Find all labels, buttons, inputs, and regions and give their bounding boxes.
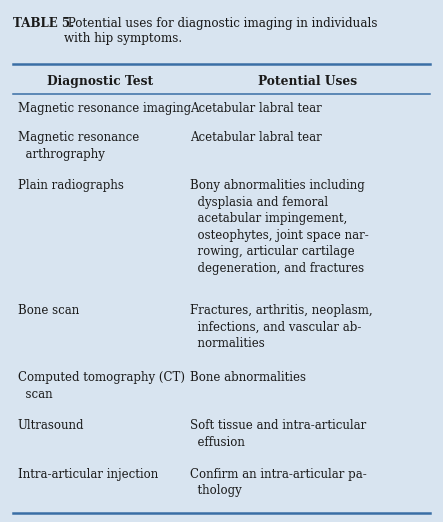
Text: Intra-articular injection: Intra-articular injection [18, 468, 158, 481]
Text: Fractures, arthritis, neoplasm,
  infections, and vascular ab-
  normalities: Fractures, arthritis, neoplasm, infectio… [190, 304, 373, 350]
Text: Potential uses for diagnostic imaging in individuals
with hip symptoms.: Potential uses for diagnostic imaging in… [64, 17, 378, 45]
Text: Bone scan: Bone scan [18, 304, 79, 317]
Text: Plain radiographs: Plain radiographs [18, 180, 124, 193]
Text: Acetabular labral tear: Acetabular labral tear [190, 102, 322, 115]
Text: Bone abnormalities: Bone abnormalities [190, 371, 307, 384]
Text: Ultrasound: Ultrasound [18, 420, 84, 432]
Text: Computed tomography (CT)
  scan: Computed tomography (CT) scan [18, 371, 185, 401]
Text: Acetabular labral tear: Acetabular labral tear [190, 132, 322, 145]
Text: TABLE 5.: TABLE 5. [13, 17, 75, 30]
Text: Magnetic resonance
  arthrography: Magnetic resonance arthrography [18, 132, 139, 161]
Text: Soft tissue and intra-articular
  effusion: Soft tissue and intra-articular effusion [190, 420, 367, 449]
Text: Confirm an intra-articular pa-
  thology: Confirm an intra-articular pa- thology [190, 468, 367, 497]
Text: Potential Uses: Potential Uses [258, 75, 358, 88]
Text: Diagnostic Test: Diagnostic Test [47, 75, 153, 88]
Text: Magnetic resonance imaging: Magnetic resonance imaging [18, 102, 191, 115]
Text: Bony abnormalities including
  dysplasia and femoral
  acetabular impingement,
 : Bony abnormalities including dysplasia a… [190, 180, 369, 275]
